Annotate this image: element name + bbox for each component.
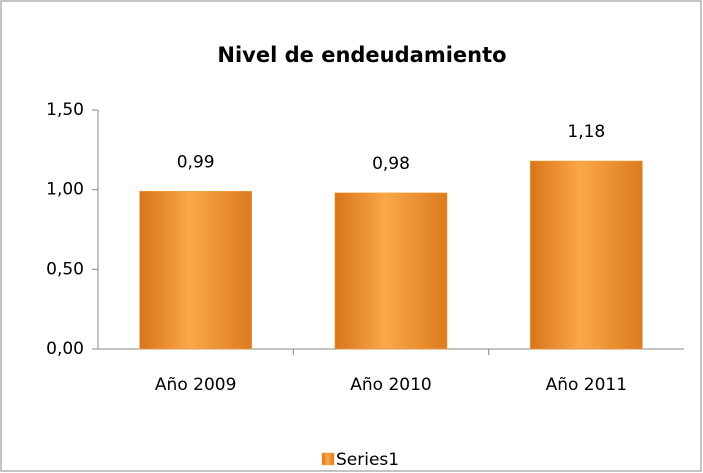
y-tick-label: 0,50	[46, 259, 84, 279]
x-tick-label: Año 2009	[155, 375, 236, 395]
legend-label: Series1	[336, 450, 399, 470]
chart-title: Nivel de endeudamiento	[217, 43, 506, 67]
x-tick-label: Año 2010	[350, 375, 431, 395]
value-label: 1,18	[567, 122, 605, 142]
x-tick-label: Año 2011	[546, 375, 627, 395]
y-tick-label: 1,00	[46, 180, 84, 200]
y-tick-label: 1,50	[46, 100, 84, 120]
y-tick-label: 0,00	[46, 339, 84, 359]
legend-swatch	[321, 452, 335, 466]
bar	[334, 192, 448, 350]
bar	[139, 191, 252, 350]
value-label: 0,99	[177, 152, 215, 172]
bar	[530, 160, 643, 350]
value-label: 0,98	[372, 154, 410, 174]
